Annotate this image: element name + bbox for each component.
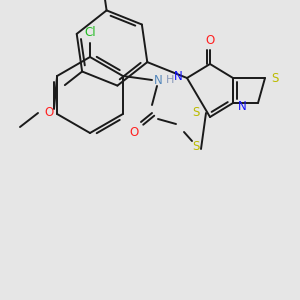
Text: H: H: [166, 75, 174, 85]
Text: Cl: Cl: [84, 26, 96, 40]
Text: N: N: [154, 74, 162, 86]
Text: S: S: [192, 140, 200, 154]
Text: N: N: [238, 100, 246, 112]
Text: S: S: [192, 106, 200, 119]
Text: S: S: [271, 71, 279, 85]
Text: O: O: [44, 106, 54, 119]
Text: N: N: [174, 70, 182, 83]
Text: O: O: [206, 34, 214, 46]
Text: O: O: [129, 125, 139, 139]
